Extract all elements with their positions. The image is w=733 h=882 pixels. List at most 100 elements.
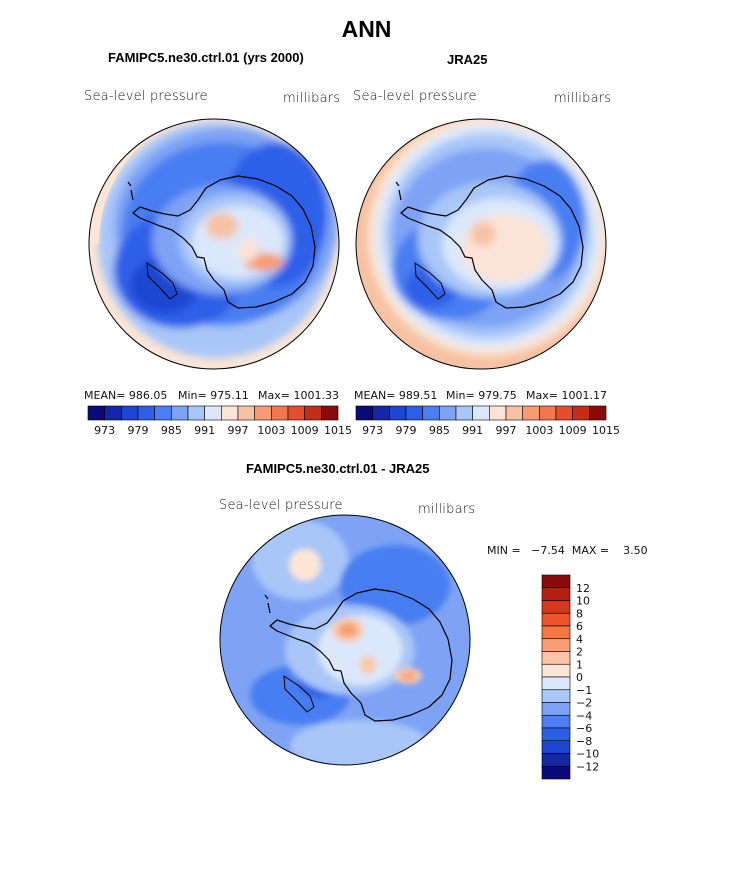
panel2-units-label: millibars xyxy=(554,91,612,106)
panel3-colorbar-swatch xyxy=(541,714,571,729)
panel2-antarctica-outline xyxy=(400,175,584,309)
panel1-colorbar-swatch xyxy=(154,405,172,421)
panel1-colorbar-tick-label: 1015 xyxy=(324,424,352,437)
panel3-colorbar-tick-label: 4 xyxy=(576,633,583,646)
panel2-max: Max= 1001.17 xyxy=(526,389,607,402)
panel3-variable-label: Sea-level pressure xyxy=(219,498,343,513)
panel1-colorbar-swatch xyxy=(137,405,155,421)
panel2-colorbar-swatch xyxy=(389,405,407,421)
panel3-colorbar-swatch xyxy=(541,574,571,589)
panel3-colorbar-tick-label: 1 xyxy=(576,658,583,671)
panel3-colorbar-swatch xyxy=(541,625,571,640)
panel1-colorbar-swatch xyxy=(187,405,205,421)
panel2-colorbar-swatch xyxy=(455,405,473,421)
panel2-colorbar-swatch xyxy=(572,405,590,421)
panel3-colorbar-tick-label: −8 xyxy=(576,735,592,748)
figure-title: ANN xyxy=(341,16,392,42)
panel1-colorbar-tick-label: 997 xyxy=(228,424,249,437)
panel1-antarctica-outline xyxy=(132,175,316,309)
panel1-variable-label: Sea-level pressure xyxy=(84,89,208,104)
panel3-title: FAMIPC5.ne30.ctrl.01 - JRA25 xyxy=(246,461,430,476)
panel3-colorbar-swatch xyxy=(541,765,571,780)
panel1-map xyxy=(89,119,339,369)
panel2-colorbar-tick-label: 1009 xyxy=(559,424,587,437)
panel3-colorbar-tick-label: −12 xyxy=(576,760,599,773)
panel1-colorbar-tick-label: 973 xyxy=(94,424,115,437)
panel1-units-label: millibars xyxy=(283,91,341,106)
panel2-colorbar-swatch xyxy=(555,405,573,421)
panel3-colorbar-swatch xyxy=(541,702,571,716)
panel2-min: Min= 979.75 xyxy=(446,389,517,402)
panel3-colorbar-swatch xyxy=(541,600,571,614)
panel2-colorbar-tick-label: 1003 xyxy=(525,424,553,437)
panel1-colorbar-swatch xyxy=(271,405,289,421)
panel3-colorbar-tick-label: −6 xyxy=(576,722,592,735)
panel1-colorbar-tick-label: 1009 xyxy=(291,424,319,437)
panel1-colorbar-swatch xyxy=(121,405,139,421)
panel3-colorbar-tick-label: −1 xyxy=(576,684,592,697)
panel2-colorbar-swatch xyxy=(355,405,373,421)
panel1-colorbar-tick-label: 1003 xyxy=(257,424,285,437)
panel2-map-border xyxy=(355,118,607,370)
panel3-colorbar-tick-label: 8 xyxy=(576,607,583,620)
panel2-colorbar-swatch xyxy=(372,405,390,421)
panel2-colorbar-swatch xyxy=(505,405,523,421)
panel3-map-border xyxy=(219,514,471,766)
panel3-colorbar-swatch xyxy=(541,727,571,742)
panel1-colorbar-swatch xyxy=(204,405,222,421)
panel2-colorbar: 973 979 985 991 997 1003 1009 1015 xyxy=(355,405,620,437)
panel3-antarctica-outline xyxy=(269,588,453,722)
panel2-colorbar-swatch xyxy=(439,405,457,421)
panel2-mean: MEAN= 989.51 xyxy=(354,389,438,402)
panel1-colorbar-swatch xyxy=(304,405,322,421)
panel1-colorbar-swatch xyxy=(287,405,305,421)
panel2-colorbar-swatch xyxy=(589,405,607,421)
panel1-colorbar-swatch xyxy=(104,405,122,421)
panel3-colorbar-swatch xyxy=(541,663,571,678)
panel3-colorbar-swatch xyxy=(541,689,571,703)
panel1-max: Max= 1001.33 xyxy=(258,389,339,402)
panel3-units-label: millibars xyxy=(418,502,476,517)
panel2-colorbar-swatch xyxy=(472,405,490,421)
panel3-colorbar-swatch xyxy=(541,587,571,601)
panel3-colorbar-tick-label: 0 xyxy=(576,671,583,684)
panel1-colorbar-swatch xyxy=(237,405,255,421)
panel2-colorbar-tick-label: 985 xyxy=(429,424,450,437)
panel2-colorbar-tick-label: 979 xyxy=(396,424,417,437)
panel3-colorbar-swatch xyxy=(541,651,571,665)
panel3-colorbar-swatch xyxy=(541,638,571,652)
panel3-colorbar-swatch xyxy=(541,753,571,767)
panel1-colorbar-tick-label: 991 xyxy=(194,424,215,437)
panel3-colorbar-swatch xyxy=(541,740,571,754)
panel1-colorbar-tick-label: 979 xyxy=(128,424,149,437)
panel3-colorbar-tick-label: −10 xyxy=(576,748,599,761)
panel1-colorbar-swatch xyxy=(254,405,272,421)
panel3-colorbar-tick-label: 6 xyxy=(576,620,583,633)
panel2-colorbar-swatch xyxy=(522,405,540,421)
panel1-colorbar-tick-label: 985 xyxy=(161,424,182,437)
panel2-colorbar-tick-label: 997 xyxy=(496,424,517,437)
panel2-colorbar-swatch xyxy=(489,405,507,421)
panel2-map xyxy=(356,119,606,369)
panel1-colorbar-swatch xyxy=(321,405,339,421)
panel2-colorbar-tick-label: 991 xyxy=(462,424,483,437)
panel1-mean: MEAN= 986.05 xyxy=(84,389,168,402)
panel2-colorbar-swatch xyxy=(539,405,557,421)
panel2-colorbar-tick-label: 1015 xyxy=(592,424,620,437)
panel3-colorbar-swatch xyxy=(541,612,571,627)
panel1-colorbar: 973 979 985 991 997 1003 1009 1015 xyxy=(87,405,352,437)
panel3-min-max: MIN = −7.54 MAX = 3.50 xyxy=(487,544,648,557)
panel1-map-border xyxy=(88,118,340,370)
panel3-colorbar-tick-label: 12 xyxy=(576,582,590,595)
panel2-colorbar-tick-label: 973 xyxy=(362,424,383,437)
panel3-colorbar-tick-label: 10 xyxy=(576,595,590,608)
panel3-map xyxy=(220,515,470,765)
panel2-colorbar-swatch xyxy=(405,405,423,421)
panel2-colorbar-swatch xyxy=(422,405,440,421)
panel3-colorbar-tick-label: −2 xyxy=(576,697,592,710)
panel1-min: Min= 975.11 xyxy=(178,389,249,402)
panel2-variable-label: Sea-level pressure xyxy=(353,89,477,104)
panel2-title: JRA25 xyxy=(447,52,488,67)
